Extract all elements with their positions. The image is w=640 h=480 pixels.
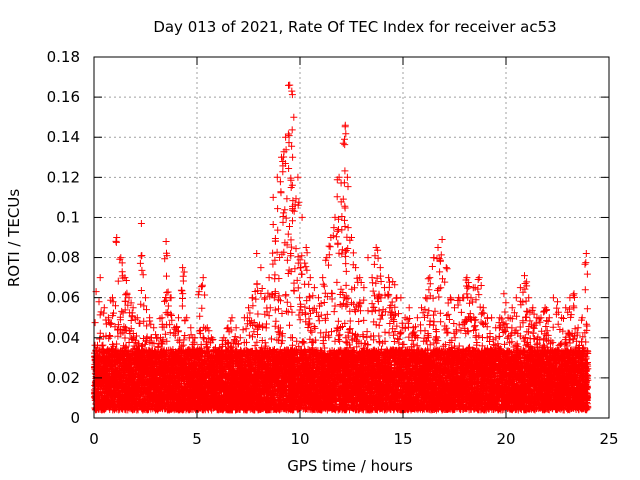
data-point [275,275,283,282]
data-point-peak [236,334,244,342]
data-point-peak [146,314,154,322]
data-point-peak [137,220,145,227]
data-point-peak [96,274,104,282]
data-point [95,365,102,373]
data-point [242,325,250,333]
data-point [252,295,260,303]
data-point [91,393,99,401]
data-point [268,335,275,343]
data-point-peak [253,250,261,257]
data-point [272,317,280,325]
data-point [269,221,277,228]
data-point [201,291,209,299]
data-point [137,300,145,308]
data-point [202,325,210,333]
data-point [114,277,122,285]
data-point [179,295,186,302]
data-point-peak [228,314,236,322]
data-point [137,287,145,294]
data-point [100,381,108,389]
data-point [274,226,282,234]
data-point [96,329,104,337]
data-point [179,277,187,285]
data-point [163,272,170,280]
data-point [163,289,171,297]
data-point-peak [162,238,170,245]
data-point [269,249,277,257]
data-point [161,297,168,305]
data-point [239,326,247,334]
data-point [245,331,253,339]
data-point [100,309,108,317]
data-point [271,322,279,330]
data-point [118,307,126,315]
data-points [91,81,592,414]
data-point [227,317,235,325]
data-point-peak [179,264,187,272]
data-point [138,266,146,274]
data-point [91,319,99,327]
data-point-peak [117,254,125,262]
data-point-peak [100,304,108,312]
data-point [106,332,114,340]
data-point-peak [142,294,149,302]
data-point [254,310,262,318]
data-point [275,305,282,313]
data-point [177,286,185,294]
data-point [98,342,106,350]
data-point [198,304,206,312]
data-point [139,271,147,279]
data-point-peak [257,264,265,272]
data-point [274,205,282,213]
data-point [167,310,175,318]
data-point [96,311,104,319]
data-point-peak [249,294,257,302]
data-point [180,268,188,276]
data-point [98,369,106,377]
data-point [178,302,186,310]
data-point-peak [187,324,195,332]
data-point [253,280,261,288]
data-point [95,384,103,392]
data-point [95,298,103,306]
data-point [231,333,239,341]
data-point-peak [175,314,182,322]
data-point-peak [199,274,207,282]
data-point-peak [269,193,277,201]
data-point [136,259,144,267]
data-point [96,335,104,343]
data-point [253,338,261,346]
data-point-peak [113,234,121,241]
data-point [127,317,135,324]
